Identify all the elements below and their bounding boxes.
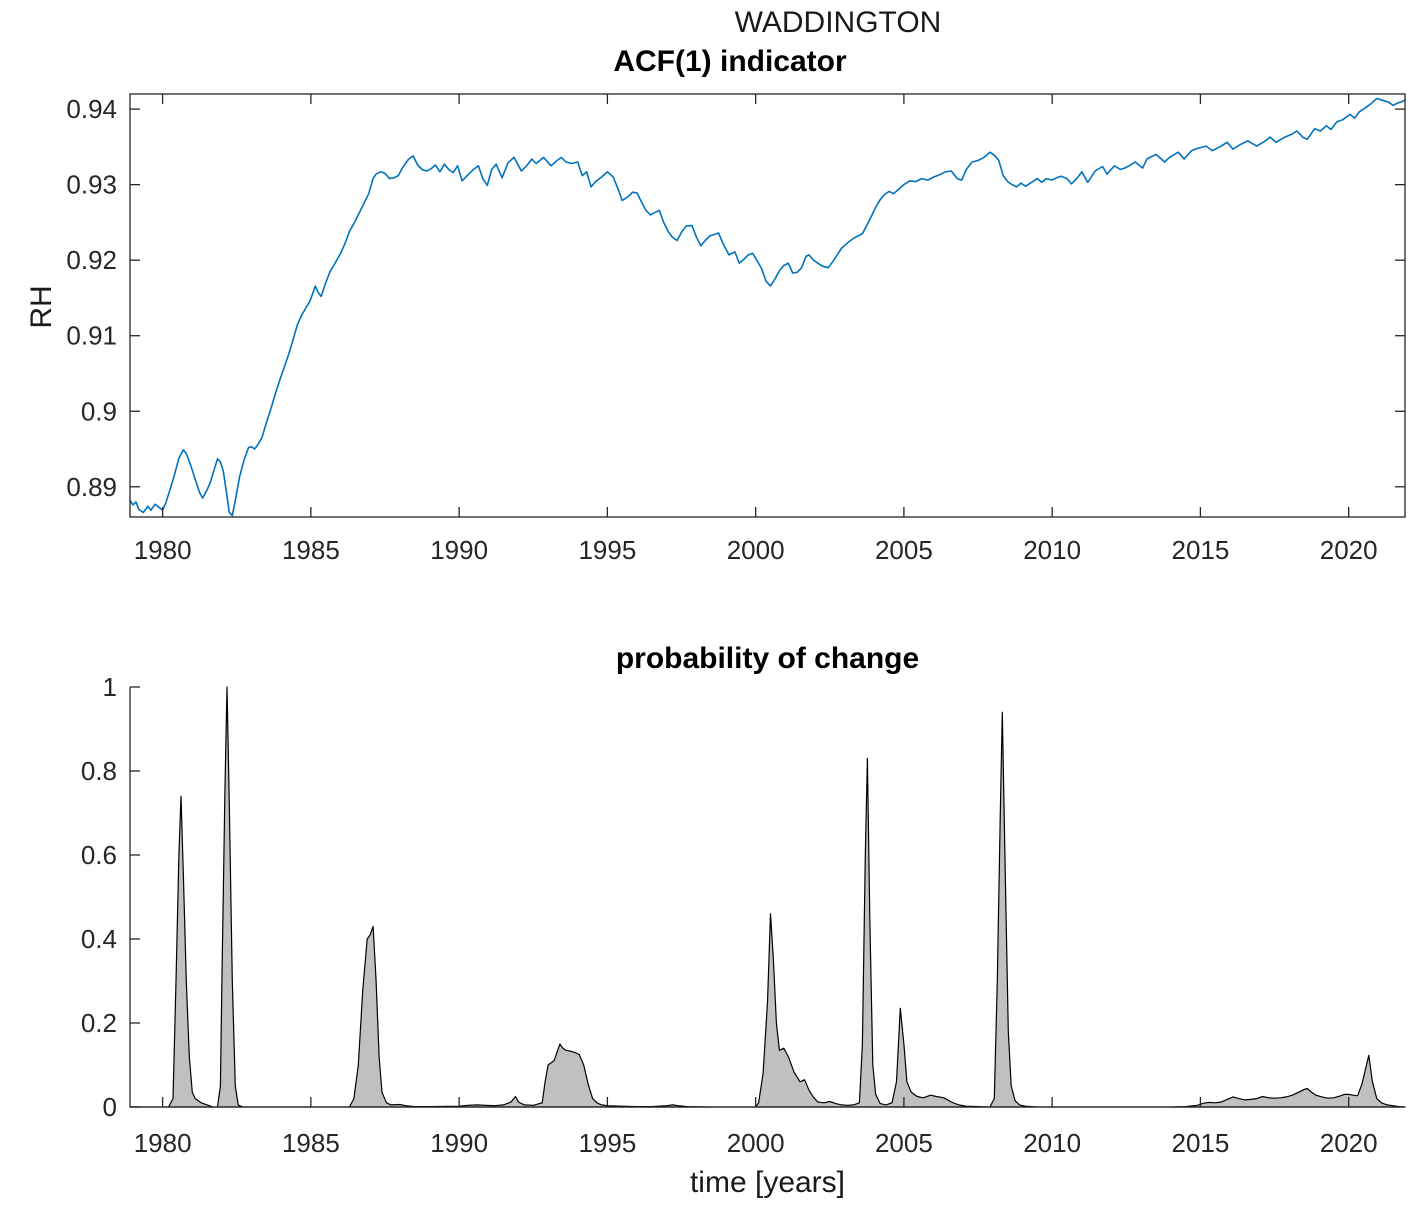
x-tick-label: 1995 (578, 535, 636, 565)
x-tick-label: 2020 (1320, 1128, 1378, 1158)
top-panel-series-line (129, 97, 1406, 517)
top-panel-title: ACF(1) indicator (613, 45, 847, 78)
x-tick-label: 2000 (727, 1128, 785, 1158)
y-tick-label: 0.91 (66, 321, 117, 351)
x-tick-label: 2020 (1320, 535, 1378, 565)
x-tick-label: 1980 (134, 1128, 192, 1158)
x-tick-label: 1985 (282, 1128, 340, 1158)
bottom-panel: 1980 1985 1990 1995 2000 2005 2010 2015 2020 0 0.2… (81, 672, 1406, 1158)
top-panel-axes-box (129, 93, 1406, 518)
y-tick-label: 0 (103, 1092, 117, 1122)
x-tick-label: 1990 (430, 1128, 488, 1158)
y-tick-label: 0.6 (81, 840, 117, 870)
x-tick-label: 1980 (134, 535, 192, 565)
x-tick-label: 1990 (430, 535, 488, 565)
x-tick-label: 2010 (1023, 1128, 1081, 1158)
y-tick-label: 0.92 (66, 245, 117, 275)
y-tick-label: 0.9 (81, 396, 117, 426)
y-tick-label: 0.94 (66, 94, 117, 124)
x-tick-label: 2000 (727, 535, 785, 565)
y-tick-label: 0.4 (81, 924, 117, 954)
x-tick-label: 2005 (875, 535, 933, 565)
x-tick-label: 1995 (578, 1128, 636, 1158)
figure-title: WADDINGTON (734, 6, 942, 39)
top-y-axis-label: RH (25, 285, 58, 329)
bottom-panel-title: probability of change (615, 642, 920, 675)
x-tick-label: 2010 (1023, 535, 1081, 565)
y-tick-label: 0.2 (81, 1008, 117, 1038)
bottom-panel-series-area (129, 686, 1406, 1108)
top-panel: 1980 1985 1990 1995 2000 2005 2010 2015 2020 0.89… (66, 93, 1406, 565)
x-tick-label: 2015 (1171, 1128, 1229, 1158)
x-tick-label: 2015 (1171, 535, 1229, 565)
y-tick-label: 0.8 (81, 756, 117, 786)
y-tick-label: 1 (103, 672, 117, 702)
bottom-x-axis-label: time [years] (689, 1166, 846, 1199)
y-tick-label: 0.89 (66, 472, 117, 502)
x-tick-label: 2005 (875, 1128, 933, 1158)
x-tick-label: 1985 (282, 535, 340, 565)
y-tick-label: 0.93 (66, 170, 117, 200)
